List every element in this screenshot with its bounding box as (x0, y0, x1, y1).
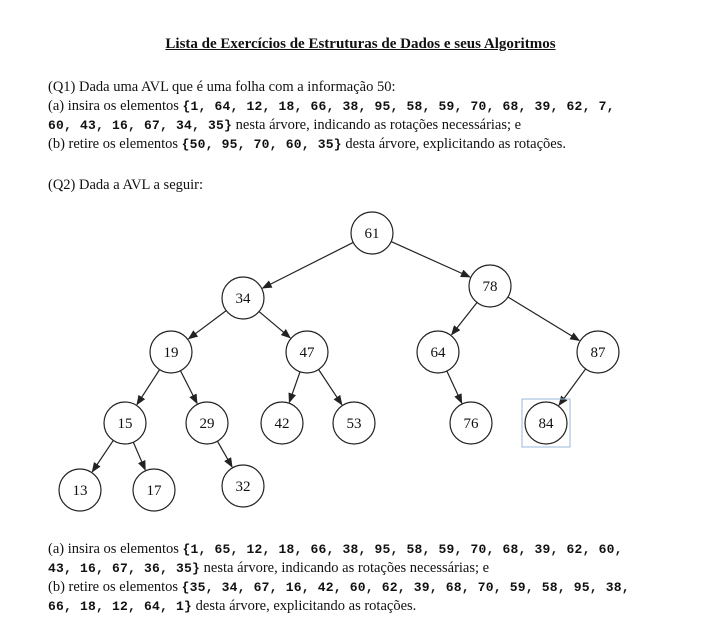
tree-node-87: 87 (576, 330, 620, 374)
tree-node-label: 84 (539, 416, 555, 432)
tree-node-42: 42 (260, 401, 304, 445)
q2-intro: (Q2) Dada a AVL a seguir: (48, 177, 204, 193)
tree-node-label: 34 (236, 291, 252, 307)
tree-edge-15-17 (132, 442, 146, 471)
tree-edge-78-64 (450, 302, 478, 336)
q2-b-list-2: 66, 18, 12, 64, 1} (48, 599, 193, 614)
tree-node-label: 32 (236, 479, 251, 495)
q1-b-prefix: (b) retire os elementos (48, 136, 182, 152)
tree-node-circle (260, 401, 304, 445)
tree-node-circle (185, 401, 229, 445)
tree-node-label: 47 (300, 345, 316, 361)
q2-a-prefix: (a) insira os elementos (48, 541, 183, 557)
tree-node-circle (350, 211, 394, 255)
tree-node-circle (132, 468, 176, 512)
page-title: Lista de Exercícios de Estruturas de Dad… (165, 36, 556, 52)
tree-node-label: 76 (464, 416, 480, 432)
q2-b-suffix: desta árvore, explicitando as rotações. (192, 598, 417, 614)
q2-item-a-line-1: (a) insira os elementos {1, 65, 12, 18, … (48, 540, 623, 559)
tree-node-circle (149, 330, 193, 374)
tree-node-19: 19 (149, 330, 193, 374)
tree-node-13: 13 (58, 468, 102, 512)
tree-node-circle (449, 401, 493, 445)
tree-node-78: 78 (468, 264, 512, 308)
q2-a-suffix: nesta árvore, indicando as rotações nece… (200, 560, 490, 576)
tree-node-circle (468, 264, 512, 308)
q1-a-list-2: 60, 43, 16, 67, 34, 35} (48, 118, 233, 133)
tree-node-64: 64 (416, 330, 460, 374)
tree-node-label: 15 (118, 416, 133, 432)
q2-item-b-line-2: 66, 18, 12, 64, 1} desta árvore, explici… (48, 597, 416, 616)
tree-edge-34-19 (187, 310, 227, 340)
tree-node-label: 87 (591, 345, 607, 361)
tree-node-32: 32 (221, 464, 265, 508)
tree-node-circle (103, 401, 147, 445)
q1-a-prefix: (a) insira os elementos (48, 98, 183, 114)
tree-node-label: 53 (347, 416, 362, 432)
tree-edge-78-87 (507, 296, 581, 342)
tree-node-circle (221, 464, 265, 508)
q2-item-b-line-1: (b) retire os elementos {35, 34, 67, 16,… (48, 578, 630, 597)
tree-edge-19-15 (136, 369, 161, 406)
q2-a-list-1: {1, 65, 12, 18, 66, 38, 95, 58, 59, 70, … (182, 542, 623, 557)
tree-node-circle (285, 330, 329, 374)
tree-node-29: 29 (185, 401, 229, 445)
tree-node-label: 29 (200, 416, 215, 432)
tree-node-circle (576, 330, 620, 374)
selection-box (521, 398, 571, 448)
tree-node-circle (58, 468, 102, 512)
tree-edge-61-34 (261, 241, 354, 289)
tree-node-label: 78 (483, 279, 498, 295)
q1-a-list-1: {1, 64, 12, 18, 66, 38, 95, 58, 59, 70, … (182, 99, 615, 114)
q1-item-b: (b) retire os elementos {50, 95, 70, 60,… (48, 135, 566, 154)
tree-edge-29-32 (216, 440, 233, 468)
q1-a-suffix: nesta árvore, indicando as rotações nece… (232, 117, 522, 133)
q2-b-list-1: {35, 34, 67, 16, 42, 60, 62, 39, 68, 70,… (181, 580, 630, 595)
tree-node-circle (416, 330, 460, 374)
tree-edge-15-13 (91, 440, 114, 473)
tree-edge-87-84 (558, 368, 587, 407)
tree-edge-47-42 (288, 371, 301, 404)
tree-node-label: 64 (431, 345, 447, 361)
tree-node-53: 53 (332, 401, 376, 445)
tree-edge-64-76 (446, 370, 463, 404)
tree-node-47: 47 (285, 330, 329, 374)
q1-item-a-line-1: (a) insira os elementos {1, 64, 12, 18, … (48, 97, 615, 116)
tree-node-circle (332, 401, 376, 445)
tree-node-76: 76 (449, 401, 493, 445)
tree-node-label: 42 (275, 416, 290, 432)
q2-item-a-line-2: 43, 16, 67, 36, 35} nesta árvore, indica… (48, 559, 489, 578)
tree-node-label: 13 (73, 483, 88, 499)
tree-node-17: 17 (132, 468, 176, 512)
tree-edge-19-29 (179, 370, 198, 405)
tree-node-61: 61 (350, 211, 394, 255)
tree-edge-61-78 (390, 241, 471, 278)
q1-item-a-line-2: 60, 43, 16, 67, 34, 35} nesta árvore, in… (48, 116, 521, 135)
tree-node-15: 15 (103, 401, 147, 445)
q1-b-suffix: desta árvore, explicitando as rotações. (341, 136, 566, 152)
q1-intro: (Q1) Dada uma AVL que é uma folha com a … (48, 79, 396, 95)
tree-node-label: 19 (164, 345, 179, 361)
tree-node-circle (524, 401, 568, 445)
tree-node-34: 34 (221, 276, 265, 320)
tree-edge-34-47 (258, 311, 291, 339)
q2-b-prefix: (b) retire os elementos (48, 579, 182, 595)
tree-node-circle (221, 276, 265, 320)
tree-edge-47-53 (318, 369, 343, 406)
tree-node-label: 61 (365, 226, 380, 242)
q1-b-list: {50, 95, 70, 60, 35} (181, 137, 342, 152)
tree-node-label: 17 (147, 483, 163, 499)
tree-node-84: 84 (521, 398, 571, 448)
q2-a-list-2: 43, 16, 67, 36, 35} (48, 561, 201, 576)
